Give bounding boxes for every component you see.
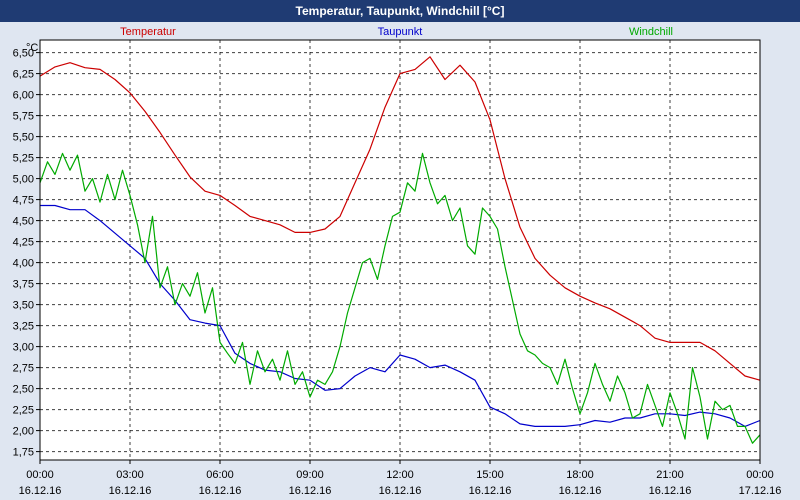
y-tick-label: 3,25 bbox=[13, 321, 34, 333]
x-tick-date-label: 16.12.16 bbox=[379, 485, 422, 497]
y-tick-label: 2,75 bbox=[13, 363, 34, 375]
y-tick-label: 1,75 bbox=[13, 447, 34, 459]
series-group bbox=[39, 56, 761, 444]
x-tick-time-label: 09:00 bbox=[296, 469, 324, 481]
y-tick-label: 5,50 bbox=[13, 132, 34, 144]
y-tick-label: 3,50 bbox=[13, 300, 34, 312]
y-axis-unit-label: °C bbox=[26, 42, 38, 54]
x-tick-time-label: 21:00 bbox=[656, 469, 684, 481]
axes: 1,75 2,00 2,25 2,50 2,75 3,00 3,25 3,50 3,75 4,00… bbox=[13, 48, 782, 497]
y-tick-label: 4,25 bbox=[13, 237, 34, 249]
y-tick-label: 6,00 bbox=[13, 90, 34, 102]
x-tick-date-label: 16.12.16 bbox=[199, 485, 242, 497]
y-tick-label: 5,00 bbox=[13, 174, 34, 186]
x-tick-time-label: 03:00 bbox=[116, 469, 144, 481]
legend-label-temperatur: Temperatur bbox=[120, 26, 176, 38]
series-line-windchill bbox=[39, 152, 761, 444]
x-tick-date-label: 16.12.16 bbox=[109, 485, 152, 497]
y-tick-label: 6,25 bbox=[13, 69, 34, 81]
x-tick-date-label: 16.12.16 bbox=[469, 485, 512, 497]
x-tick-date-label: 16.12.16 bbox=[19, 485, 62, 497]
y-tick-label: 5,75 bbox=[13, 111, 34, 123]
x-tick-date-label: 16.12.16 bbox=[289, 485, 332, 497]
legend-label-windchill: Windchill bbox=[629, 26, 673, 38]
y-tick-label: 2,00 bbox=[13, 426, 34, 438]
y-tick-label: 4,75 bbox=[13, 195, 34, 207]
series-line-temperatur bbox=[39, 56, 761, 381]
y-tick-label: 3,75 bbox=[13, 279, 34, 291]
x-tick-time-label: 12:00 bbox=[386, 469, 414, 481]
y-tick-label: 2,25 bbox=[13, 405, 34, 417]
y-tick-label: 4,00 bbox=[13, 258, 34, 270]
x-tick-time-label: 15:00 bbox=[476, 469, 504, 481]
x-tick-date-label: 16.12.16 bbox=[559, 485, 602, 497]
x-tick-time-label: 00:00 bbox=[26, 469, 54, 481]
legend-label-taupunkt: Taupunkt bbox=[378, 26, 423, 38]
x-tick-date-label: 17.12.16 bbox=[739, 485, 782, 497]
chart-title: Temperatur, Taupunkt, Windchill [°C] bbox=[0, 0, 800, 22]
x-tick-time-label: 00:00 bbox=[746, 469, 774, 481]
x-tick-date-label: 16.12.16 bbox=[649, 485, 692, 497]
legend: Temperatur Taupunkt Windchill bbox=[120, 26, 673, 38]
y-tick-label: 5,25 bbox=[13, 153, 34, 165]
x-tick-time-label: 18:00 bbox=[566, 469, 594, 481]
y-tick-label: 3,00 bbox=[13, 342, 34, 354]
x-tick-time-label: 06:00 bbox=[206, 469, 234, 481]
y-tick-label: 6,50 bbox=[13, 48, 34, 60]
y-tick-label: 4,50 bbox=[13, 216, 34, 228]
y-tick-label: 2,50 bbox=[13, 384, 34, 396]
